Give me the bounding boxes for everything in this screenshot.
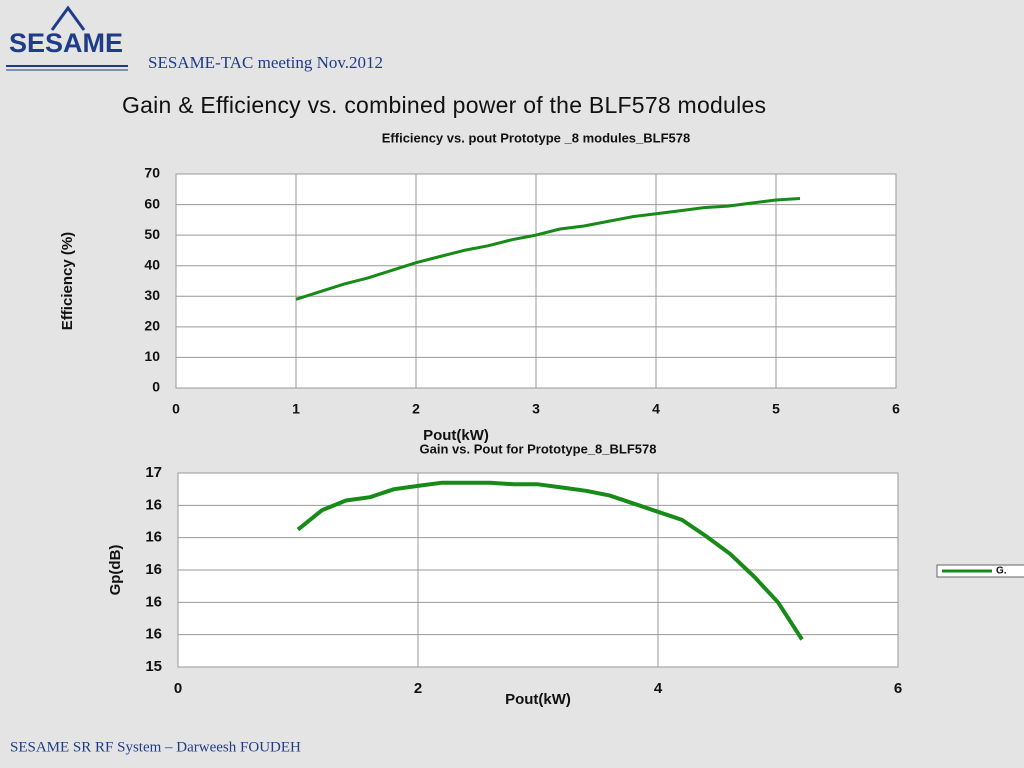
x-axis-label: Pout(kW) bbox=[423, 427, 489, 444]
x-tick-label: 1 bbox=[292, 401, 300, 417]
footer: SESAME SR RF System – Darweesh FOUDEH bbox=[10, 739, 301, 755]
y-tick-label: 70 bbox=[144, 165, 160, 181]
x-tick-label: 0 bbox=[172, 401, 180, 417]
y-tick-label: 16 bbox=[145, 529, 162, 546]
x-tick-label: 6 bbox=[894, 680, 902, 697]
data-line bbox=[296, 480, 804, 641]
x-tick-label: 0 bbox=[174, 680, 182, 697]
x-tick-label: 5 bbox=[772, 401, 780, 417]
y-axis-label: Efficiency (%) bbox=[59, 232, 76, 330]
y-tick-label: 16 bbox=[145, 593, 162, 610]
x-tick-label: 2 bbox=[412, 401, 420, 417]
y-tick-label: 40 bbox=[144, 256, 160, 272]
y-tick-label: 50 bbox=[144, 226, 160, 242]
y-tick-label: 0 bbox=[152, 379, 160, 395]
chart-title: Gain vs. Pout for Prototype_8_BLF578 bbox=[420, 441, 657, 456]
x-tick-label: 6 bbox=[892, 401, 900, 417]
logo-text: SESAME bbox=[9, 28, 123, 58]
y-tick-label: 15 bbox=[145, 658, 162, 675]
chart-title: Efficiency vs. pout Prototype _8 modules… bbox=[382, 130, 690, 145]
y-tick-label: 17 bbox=[145, 464, 162, 481]
meeting: SESAME-TAC meeting Nov.2012 bbox=[148, 53, 383, 72]
y-axis-label: Gp(dB) bbox=[107, 545, 124, 596]
slide-title: Gain & Efficiency vs. combined power of … bbox=[122, 92, 766, 118]
logo-mark bbox=[50, 5, 86, 31]
x-tick-label: 2 bbox=[414, 680, 422, 697]
y-tick-label: 16 bbox=[145, 496, 162, 513]
y-tick-label: 20 bbox=[144, 318, 160, 334]
x-axis-label: Pout(kW) bbox=[505, 691, 571, 708]
logo: SESAME bbox=[6, 5, 128, 71]
y-tick-label: 60 bbox=[144, 195, 160, 211]
x-tick-label: 4 bbox=[652, 401, 660, 417]
data-line bbox=[295, 197, 801, 301]
y-tick-label: 10 bbox=[144, 348, 160, 364]
x-tick-label: 3 bbox=[532, 401, 540, 417]
y-tick-label: 30 bbox=[144, 287, 160, 303]
y-tick-label: 16 bbox=[145, 626, 162, 643]
y-tick-label: 16 bbox=[145, 561, 162, 578]
x-tick-label: 4 bbox=[654, 680, 663, 697]
legend-label: G. bbox=[996, 566, 1007, 577]
